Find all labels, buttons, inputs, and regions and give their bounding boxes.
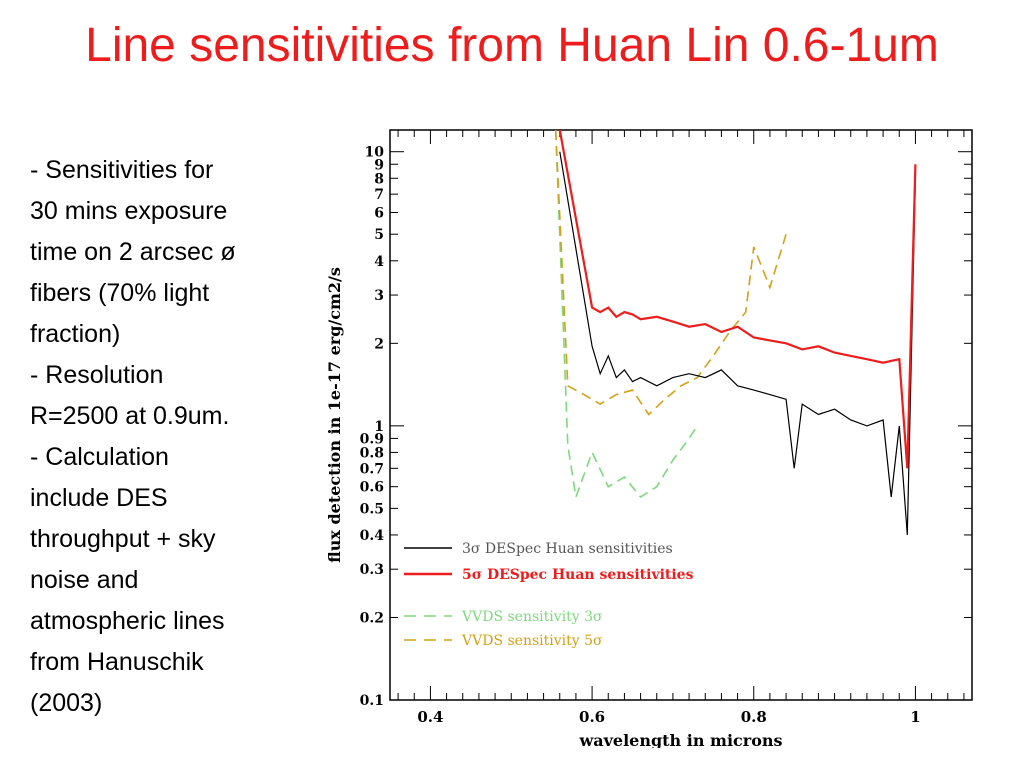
legend-label: 3σ DESpec Huan sensitivities <box>462 541 673 557</box>
y-axis-label: flux detection in 1e-17 erg/cm2/s <box>325 267 344 563</box>
y-tick-label: 7 <box>374 187 384 203</box>
legend-label: VVDS sensitivity 5σ <box>461 633 603 649</box>
series-line-1 <box>558 130 917 469</box>
sensitivity-chart: 0.1 0.2 0.3 0.4 0.5 0.6 0.7 0.8 0.9 1 2 3 4 5 6 7 8 9 10 0.… <box>318 108 988 750</box>
y-tick-label: 2 <box>374 336 384 352</box>
y-tick-label: 6 <box>374 206 384 222</box>
series-group <box>554 130 917 535</box>
y-tick-label: 0.3 <box>360 562 384 578</box>
notes-line: time on 2 arcsec ø <box>30 238 236 266</box>
y-tick-label: 0.2 <box>360 610 384 626</box>
notes-line: throughput + sky <box>30 525 216 553</box>
notes-line: fibers (70% light <box>30 279 210 307</box>
y-tick-label: 5 <box>374 227 384 243</box>
notes-line: R=2500 at 0.9um. <box>30 402 230 430</box>
series-line-3 <box>554 130 787 416</box>
y-tick-label: 0.6 <box>360 480 384 496</box>
y-tick-label: 3 <box>374 288 384 304</box>
x-tick-label: 0.6 <box>579 708 605 726</box>
y-tick-label: 0.1 <box>360 693 384 709</box>
notes-line: include DES <box>30 484 168 512</box>
y-tick-label: 1 <box>374 419 384 435</box>
series-line-2 <box>554 130 698 499</box>
y-tick-label: 0.5 <box>360 501 384 517</box>
notes-line: - Sensitivities for <box>30 156 214 184</box>
y-tick-label: 8 <box>374 171 384 187</box>
y-tick-label: 0.7 <box>360 461 384 477</box>
notes-line: fraction) <box>30 320 121 348</box>
x-tick-label: 0.4 <box>417 708 443 726</box>
notes-line: noise and <box>30 566 139 594</box>
x-axis-label: wavelength in microns <box>578 731 782 748</box>
x-tick-label: 0.8 <box>741 708 767 726</box>
slide-title: Line sensitivities from Huan Lin 0.6-1um <box>85 19 939 72</box>
y-tick-label: 4 <box>374 254 384 270</box>
notes-line: atmospheric lines <box>30 607 225 635</box>
notes-line: - Resolution <box>30 361 164 389</box>
y-tick-label: 0.4 <box>360 528 385 544</box>
legend-label: 5σ DESpec Huan sensitivities <box>462 567 694 583</box>
series-line-0 <box>559 151 916 535</box>
chart-svg: 0.10.20.30.40.50.60.70.80.9123456789100.… <box>325 129 973 750</box>
x-tick-label: 1 <box>910 708 920 726</box>
y-tick-label: 9 <box>374 157 384 173</box>
notes-line: - Calculation <box>30 443 169 471</box>
plot-frame <box>389 129 973 701</box>
legend-label: VVDS sensitivity 3σ <box>461 609 603 625</box>
y-tick-label: 0.8 <box>360 445 384 461</box>
notes-line: 30 mins exposure <box>30 197 228 225</box>
notes-line: (2003) <box>30 689 103 717</box>
notes-line: from Hanuschik <box>30 648 204 676</box>
notes-text: - Sensitivities for 30 mins exposure tim… <box>30 150 292 724</box>
y-tick-label: 0.9 <box>360 431 384 447</box>
y-tick-label: 10 <box>365 145 385 161</box>
